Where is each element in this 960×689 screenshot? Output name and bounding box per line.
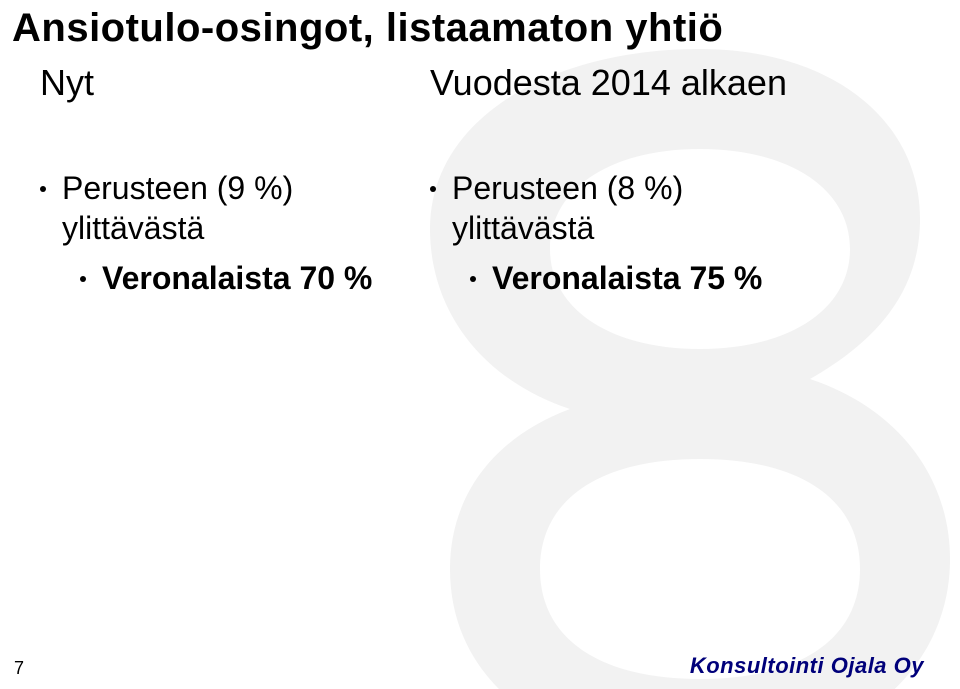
bullet-dot-icon	[430, 186, 436, 192]
right-bullet-1-text: Perusteen (8 %) ylittävästä	[452, 168, 683, 248]
left-sub-bullet-text: Veronalaista 70 %	[102, 258, 372, 298]
right-sub-bullet: Veronalaista 75 %	[470, 258, 762, 298]
left-bullet-1-line2: ylittävästä	[62, 210, 204, 246]
left-bullet-1-text: Perusteen (9 %) ylittävästä	[62, 168, 293, 248]
right-sub-bullet-text: Veronalaista 75 %	[492, 258, 762, 298]
column-heading-from: Vuodesta 2014 alkaen	[430, 62, 787, 104]
bullet-dot-icon	[470, 276, 476, 282]
right-bullet-1: Perusteen (8 %) ylittävästä	[430, 168, 683, 248]
right-bullet-1-line2: ylittävästä	[452, 210, 594, 246]
column-heading-now: Nyt	[40, 62, 94, 104]
bullet-dot-icon	[40, 186, 46, 192]
left-bullet-1-line1: Perusteen (9 %)	[62, 170, 293, 206]
page-number: 7	[14, 658, 24, 679]
right-bullet-1-line1: Perusteen (8 %)	[452, 170, 683, 206]
left-sub-bullet: Veronalaista 70 %	[80, 258, 372, 298]
page-title: Ansiotulo-osingot, listaamaton yhtiö	[12, 6, 723, 51]
left-bullet-1: Perusteen (9 %) ylittävästä	[40, 168, 293, 248]
bullet-dot-icon	[80, 276, 86, 282]
footer-brand: Konsultointi Ojala Oy	[690, 653, 924, 679]
